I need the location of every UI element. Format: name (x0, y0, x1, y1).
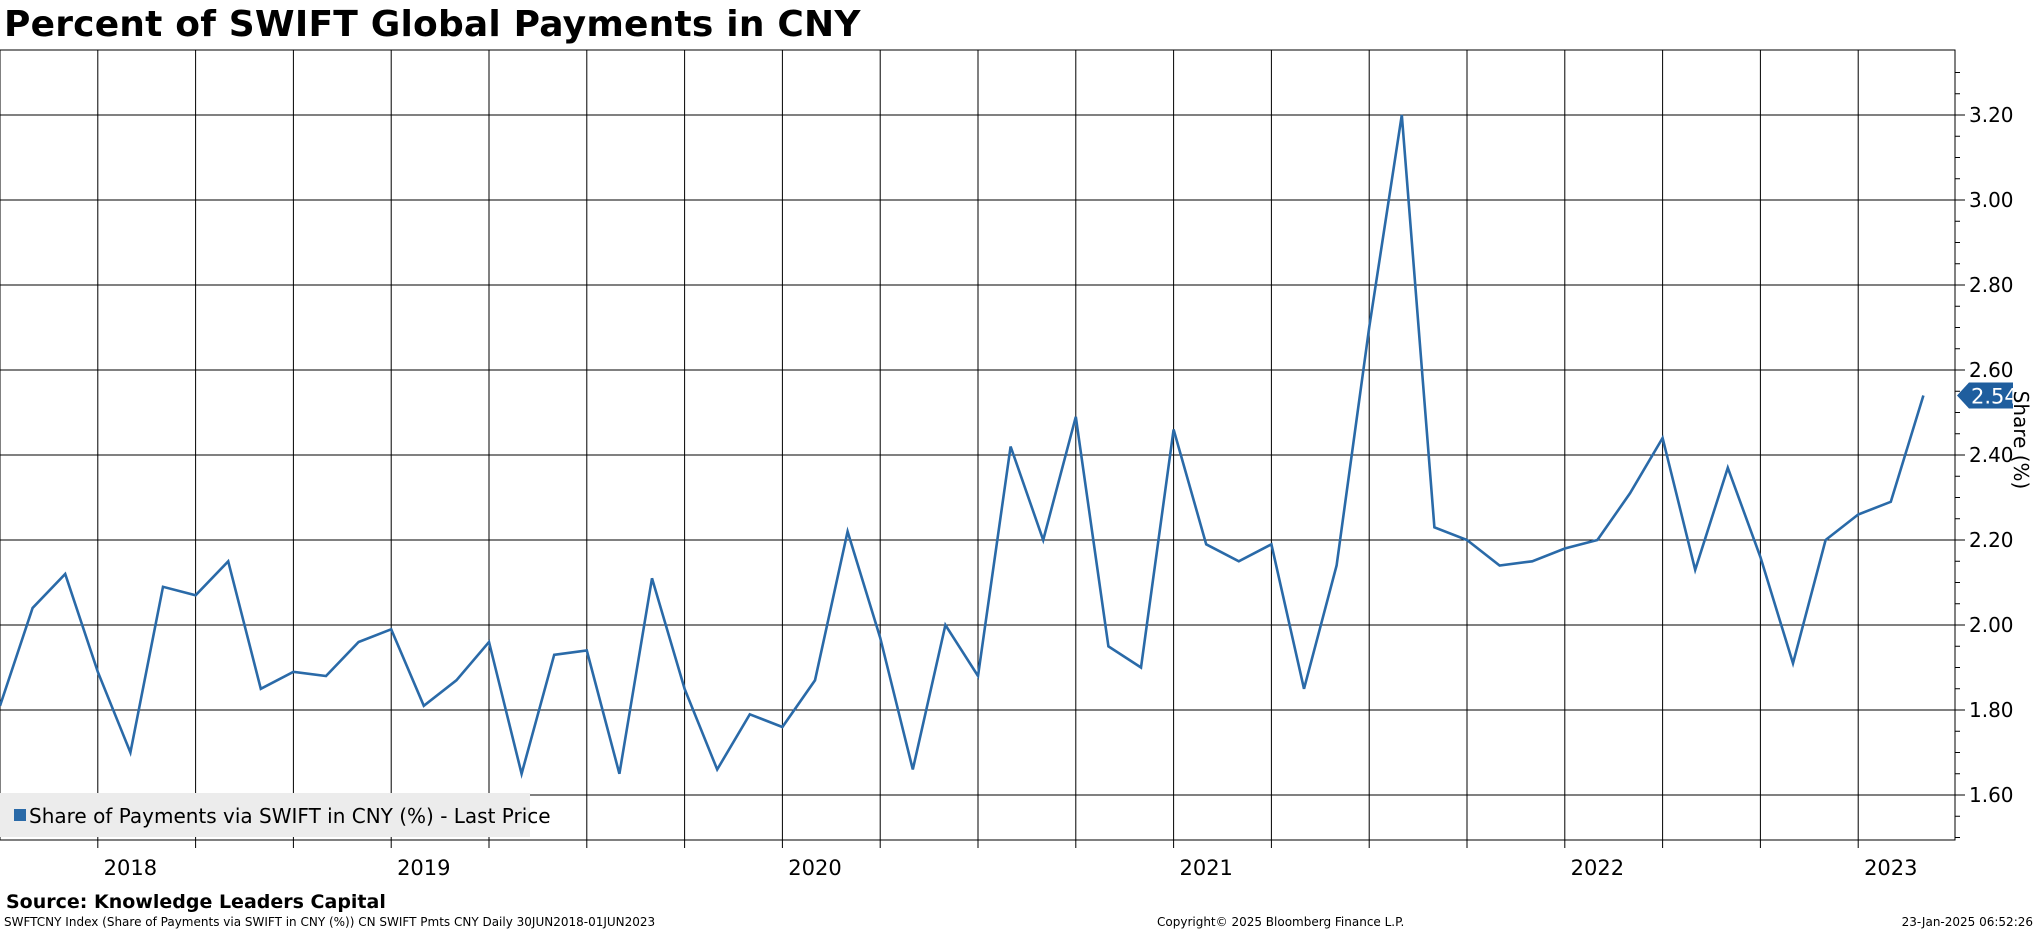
legend-label: Share of Payments via SWIFT in CNY (%) -… (29, 804, 551, 828)
legend-box (0, 793, 530, 837)
source-note: Source: Knowledge Leaders Capital (6, 891, 386, 913)
last-value-badge: 2.54 (1957, 382, 2018, 409)
y-axis: 1.60 1.80 2.00 2.20 2.40 2.60 2.80 3.00 3.20 (1955, 72, 2014, 838)
series-line-0 (0, 114, 1925, 779)
legend: Share of Payments via SWIFT in CNY (%) -… (0, 793, 551, 837)
legend-swatch (14, 809, 26, 821)
y-tick-label-2.80: 2.80 (1969, 273, 2014, 297)
chart-title: Percent of SWIFT Global Payments in CNY (4, 4, 861, 45)
y-tick-label-2.60: 2.60 (1969, 358, 2014, 382)
y-tick-label-3.20: 3.20 (1969, 103, 2014, 127)
x-year-label-2019: 2019 (397, 856, 450, 880)
y-tick-label-3.00: 3.00 (1969, 188, 2014, 212)
footer-copyright: Copyright© 2025 Bloomberg Finance L.P. (1157, 915, 1405, 929)
y-tick-label-2.40: 2.40 (1969, 443, 2014, 467)
footer-timestamp: 23-Jan-2025 06:52:26 (1901, 915, 2033, 929)
y-tick-label-1.60: 1.60 (1969, 783, 2014, 807)
last-value-label: 2.54 (1971, 385, 2018, 409)
footer-ticker-description: SWFTCNY Index (Share of Payments via SWI… (4, 915, 656, 929)
x-year-label-2022: 2022 (1571, 856, 1624, 880)
x-year-label-2023: 2023 (1864, 856, 1917, 880)
y-axis-title: Share (%) (2009, 391, 2033, 490)
x-year-label-2021: 2021 (1179, 856, 1232, 880)
x-year-label-2020: 2020 (788, 856, 841, 880)
series-layer (0, 114, 1925, 779)
vertical-gridlines (97, 50, 1859, 840)
x-axis: 2018 2019 2020 2021 2022 2023 (0, 839, 1955, 880)
y-tick-label-1.80: 1.80 (1969, 698, 2014, 722)
last-value-badge-shape (1957, 382, 2013, 409)
x-year-label-2018: 2018 (104, 856, 157, 880)
y-tick-label-2.00: 2.00 (1969, 613, 2014, 637)
horizontal-gridlines (0, 114, 1955, 796)
y-tick-label-2.20: 2.20 (1969, 528, 2014, 552)
